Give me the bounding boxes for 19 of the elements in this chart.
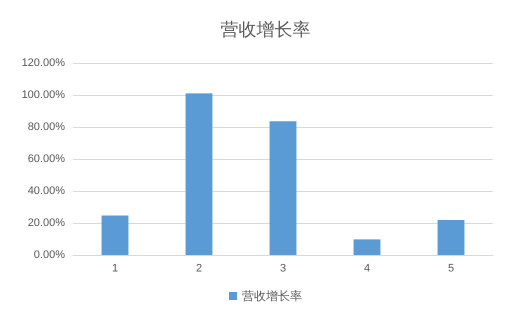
x-tick-label: 3 <box>280 262 286 274</box>
bar <box>354 239 380 255</box>
x-tick-label: 2 <box>196 262 202 274</box>
x-tick-label: 4 <box>364 262 370 274</box>
y-tick-label: 100.00% <box>22 89 66 101</box>
y-tick-label: 20.00% <box>28 217 66 229</box>
y-tick-label: 40.00% <box>28 185 66 197</box>
y-tick-label: 0.00% <box>34 249 66 261</box>
chart-title: 营收增长率 <box>220 20 310 40</box>
bar <box>102 215 128 255</box>
x-tick-label: 1 <box>112 262 118 274</box>
bar <box>186 93 212 255</box>
y-tick-label: 80.00% <box>28 121 66 133</box>
y-tick-label: 60.00% <box>28 153 66 165</box>
bar <box>438 220 464 255</box>
y-tick-label: 120.00% <box>22 57 66 69</box>
legend-label: 营收增长率 <box>242 289 302 303</box>
x-tick-label: 5 <box>448 262 454 274</box>
bar <box>270 121 296 255</box>
